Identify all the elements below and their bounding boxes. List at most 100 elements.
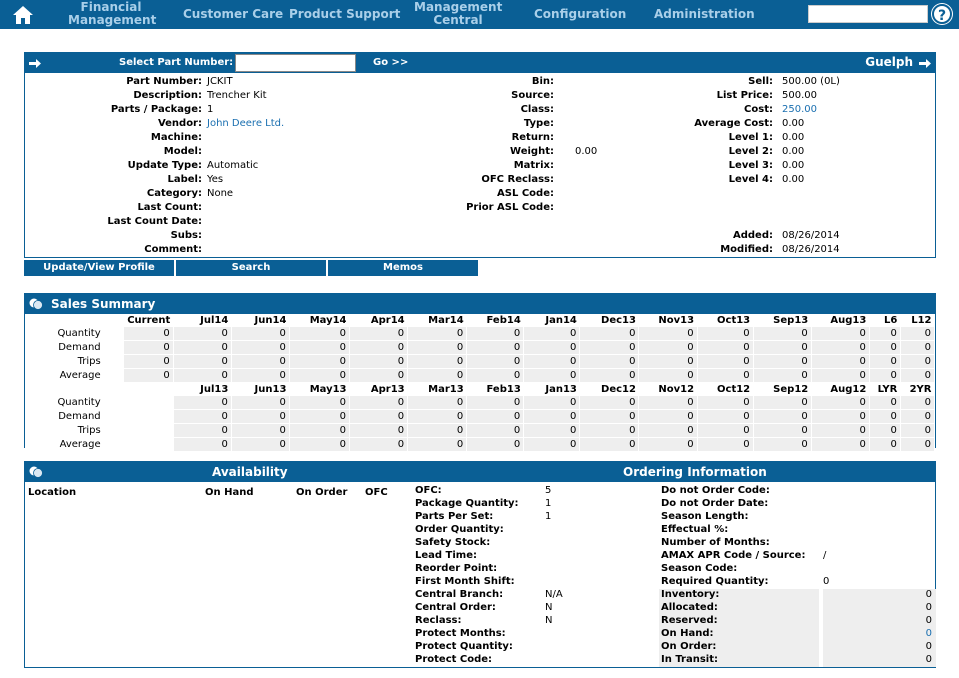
home-icon[interactable] xyxy=(12,5,34,25)
stock-row-bg xyxy=(823,641,936,654)
on-hand-value[interactable]: 0 xyxy=(925,628,932,639)
sales-cell: 0 xyxy=(579,340,640,355)
nav-management-central[interactable]: Management Central xyxy=(414,0,503,27)
sales-cell xyxy=(123,409,174,424)
chat-bubble-icon[interactable] xyxy=(29,298,43,310)
sales-cell: 0 xyxy=(349,327,409,341)
chat-bubble-icon[interactable] xyxy=(29,466,43,478)
lead-time-label: Lead Time: xyxy=(415,550,477,561)
stock-row-bg xyxy=(823,602,936,615)
sales-data-row: Trips 0 0 0 0 0 0 0 0 0 0 0 0 0 0 xyxy=(25,423,936,438)
update-view-profile-button[interactable]: Update/View Profile xyxy=(24,260,174,276)
label-value: Yes xyxy=(207,174,224,185)
sales-col-header: Oct12 xyxy=(717,384,751,395)
cost-value[interactable]: 250.00 xyxy=(782,104,817,115)
ordering-information-title: Ordering Information xyxy=(623,465,767,479)
sales-data-row: Trips 0 0 0 0 0 0 0 0 0 0 0 0 0 0 0 xyxy=(25,354,936,369)
sales-cell: 0 xyxy=(579,396,640,410)
sales-cell: 0 xyxy=(900,396,936,410)
sales-row-label: Demand xyxy=(25,340,124,355)
average-cost-label: Average Cost: xyxy=(694,118,773,129)
label-label: Label: xyxy=(167,174,203,185)
sales-cell: 0 xyxy=(869,340,901,355)
sales-cell: 0 xyxy=(869,327,901,341)
on-order-label: On Order: xyxy=(661,641,717,652)
package-quantity-label: Package Quantity: xyxy=(415,498,519,509)
part-header-bar: Select Part Number: Go >> Guelph xyxy=(25,53,935,73)
sales-cell: 0 xyxy=(466,327,525,341)
sell-label: Sell: xyxy=(748,76,773,87)
part-number-label: Part Number: xyxy=(126,76,202,87)
sales-cell: 0 xyxy=(579,368,640,383)
sales-cell: 0 xyxy=(349,368,409,383)
sales-cell: 0 xyxy=(869,354,901,369)
sales-col-header: Current xyxy=(127,315,171,326)
sell-value: 500.00 (0L) xyxy=(782,76,840,87)
arrow-right-icon xyxy=(29,59,41,68)
weight-label: Weight: xyxy=(510,146,554,157)
sales-cell: 0 xyxy=(697,409,754,424)
level-2-value: 0.00 xyxy=(782,146,805,157)
sales-col-header: Nov13 xyxy=(658,315,695,326)
sales-col-header: Dec13 xyxy=(601,315,636,326)
sales-col-header: L6 xyxy=(884,315,898,326)
protect-months-label: Protect Months: xyxy=(415,628,506,639)
required-quantity-label: Required Quantity: xyxy=(661,576,769,587)
sales-cell: 0 xyxy=(579,437,640,452)
sales-cell xyxy=(123,396,174,410)
modified-value: 08/26/2014 xyxy=(782,244,840,255)
sales-cell: 0 xyxy=(900,409,936,424)
last-count-date-label: Last Count Date: xyxy=(107,216,202,227)
part-number-input[interactable] xyxy=(235,54,356,72)
class-label: Class: xyxy=(520,104,554,115)
nav-customer-care[interactable]: Customer Care xyxy=(183,7,284,21)
memos-button[interactable]: Memos xyxy=(328,260,478,276)
description-label: Description: xyxy=(133,90,202,101)
sales-data-row: Demand 0 0 0 0 0 0 0 0 0 0 0 0 0 0 xyxy=(25,409,936,424)
branch-name[interactable]: Guelph xyxy=(865,55,913,69)
nav-product-support[interactable]: Product Support xyxy=(289,7,401,21)
cost-label: Cost: xyxy=(744,104,773,115)
sales-col-header: Feb14 xyxy=(486,315,521,326)
help-icon[interactable]: ? xyxy=(932,4,952,24)
go-button[interactable]: Go >> xyxy=(373,57,409,68)
global-search-input[interactable] xyxy=(808,5,928,23)
sales-cell: 0 xyxy=(173,327,232,341)
list-price-label: List Price: xyxy=(716,90,773,101)
search-button[interactable]: Search xyxy=(176,260,326,276)
sales-cell: 0 xyxy=(407,368,468,383)
description-value: Trencher Kit xyxy=(207,90,267,101)
vendor-label: Vendor: xyxy=(157,118,202,129)
arrow-right-icon[interactable] xyxy=(918,57,932,69)
type-label: Type: xyxy=(523,118,554,129)
sales-col-header: Oct13 xyxy=(717,315,751,326)
sales-cell: 0 xyxy=(466,437,525,452)
sales-cell: 0 xyxy=(173,437,232,452)
sales-row-label-empty xyxy=(25,314,123,327)
sales-cell: 0 xyxy=(349,437,409,452)
sales-cell: 0 xyxy=(869,423,901,438)
matrix-label: Matrix: xyxy=(513,160,554,171)
sales-cell: 0 xyxy=(753,354,812,369)
category-label: Category: xyxy=(146,188,202,199)
level-3-value: 0.00 xyxy=(782,160,805,171)
in-transit-value: 0 xyxy=(925,654,932,665)
stock-row-bg xyxy=(659,615,819,628)
sales-cell: 0 xyxy=(523,423,581,438)
nav-configuration[interactable]: Configuration xyxy=(534,7,627,21)
sales-cell: 0 xyxy=(289,368,351,383)
sales-cell: 0 xyxy=(523,327,581,341)
col-on-hand: On Hand xyxy=(205,487,254,498)
sales-cell: 0 xyxy=(349,423,409,438)
sales-cell: 0 xyxy=(231,409,290,424)
nav-administration[interactable]: Administration xyxy=(654,7,755,21)
parts-package-value: 1 xyxy=(207,104,214,115)
nav-financial-management[interactable]: Financial Management xyxy=(68,0,157,27)
sales-summary-title: Sales Summary xyxy=(51,297,156,311)
sales-row-label: Quantity xyxy=(25,396,124,410)
level-2-label: Level 2: xyxy=(728,146,773,157)
vendor-value[interactable]: John Deere Ltd. xyxy=(207,118,285,129)
sales-col-header: Nov12 xyxy=(658,384,695,395)
sales-cell: 0 xyxy=(579,327,640,341)
sales-cell: 0 xyxy=(753,437,812,452)
